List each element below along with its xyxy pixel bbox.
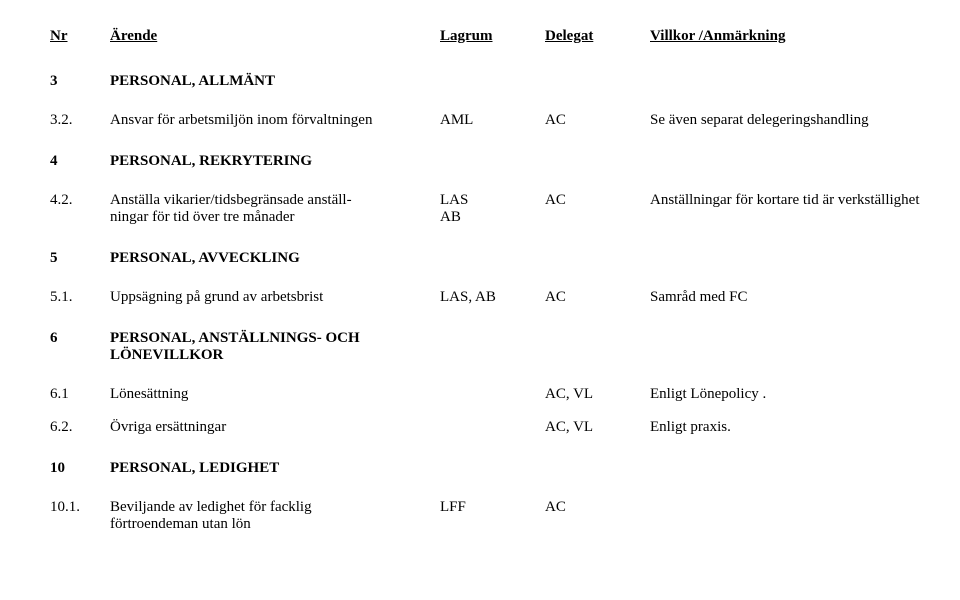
cell-villkor: Enligt praxis. <box>650 419 731 436</box>
cell-nr: 10.1. <box>50 499 110 516</box>
table-row: förtroendeman utan lön <box>50 516 910 533</box>
cell-delegat: AC <box>545 289 650 306</box>
cell-nr: 3.2. <box>50 112 110 129</box>
cell-lagrum <box>440 419 545 436</box>
cell-nr: 4.2. <box>50 192 110 209</box>
cell-nr <box>50 516 110 533</box>
header-arende: Ärende <box>110 28 440 45</box>
table-row: 4.2. Anställa vikarier/tidsbegränsade an… <box>50 192 910 209</box>
cell-arende: Uppsägning på grund av arbetsbrist <box>110 289 440 306</box>
cell-arende: Anställa vikarier/tidsbegränsade anställ… <box>110 192 440 209</box>
header-delegat: Delegat <box>545 28 650 45</box>
cell-lagrum <box>440 386 545 403</box>
cell-nr: 6.2. <box>50 419 110 436</box>
section-nr: 6 <box>50 330 110 364</box>
table-row: 3.2. Ansvar för arbetsmiljön inom förval… <box>50 112 910 129</box>
section-title: PERSONAL, AVVECKLING <box>110 250 440 267</box>
table-row: 10.1. Beviljande av ledighet för facklig… <box>50 499 910 516</box>
section-row: 3 PERSONAL, ALLMÄNT <box>50 73 910 90</box>
cell-delegat: AC <box>545 499 650 516</box>
cell-nr: 6.1 <box>50 386 110 403</box>
cell-delegat: AC, VL <box>545 386 650 403</box>
header-nr: Nr <box>50 28 110 45</box>
cell-nr: 5.1. <box>50 289 110 306</box>
cell-lagrum: AB <box>440 209 545 226</box>
cell-arende: ningar för tid över tre månader <box>110 209 440 226</box>
cell-villkor: Se även separat delegeringshandling <box>650 112 869 129</box>
header-lagrum: Lagrum <box>440 28 545 45</box>
table-row: 6.2. Övriga ersättningar AC, VL Enligt p… <box>50 419 910 436</box>
cell-villkor: Samråd med FC <box>650 289 748 306</box>
cell-delegat <box>545 209 650 226</box>
section-nr: 4 <box>50 153 110 170</box>
cell-lagrum: LAS, AB <box>440 289 545 306</box>
section-nr: 10 <box>50 460 110 477</box>
section-nr: 3 <box>50 73 110 90</box>
cell-delegat: AC <box>545 112 650 129</box>
header-villkor: Villkor /Anmärkning <box>650 28 785 45</box>
section-row: 4 PERSONAL, REKRYTERING <box>50 153 910 170</box>
section-title: PERSONAL, REKRYTERING <box>110 153 440 170</box>
cell-villkor: Enligt Lönepolicy . <box>650 386 766 403</box>
cell-arende: förtroendeman utan lön <box>110 516 440 533</box>
cell-arende: Ansvar för arbetsmiljön inom förvaltning… <box>110 112 440 129</box>
table-row: 5.1. Uppsägning på grund av arbetsbrist … <box>50 289 910 306</box>
section-title: PERSONAL, ANSTÄLLNINGS- OCH LÖNEVILLKOR <box>110 330 440 364</box>
table-row: ningar för tid över tre månader AB <box>50 209 910 226</box>
table-row: 6.1 Lönesättning AC, VL Enligt Lönepolic… <box>50 386 910 403</box>
section-nr: 5 <box>50 250 110 267</box>
table-header: Nr Ärende Lagrum Delegat Villkor /Anmärk… <box>50 28 910 45</box>
cell-nr <box>50 209 110 226</box>
cell-lagrum: LAS <box>440 192 545 209</box>
cell-lagrum: AML <box>440 112 545 129</box>
cell-arende: Övriga ersättningar <box>110 419 440 436</box>
section-row: 5 PERSONAL, AVVECKLING <box>50 250 910 267</box>
cell-villkor: Anställningar för kortare tid är verkstä… <box>650 192 920 209</box>
cell-delegat: AC <box>545 192 650 209</box>
section-row: 10 PERSONAL, LEDIGHET <box>50 460 910 477</box>
section-row: 6 PERSONAL, ANSTÄLLNINGS- OCH LÖNEVILLKO… <box>50 330 910 364</box>
section-title: PERSONAL, LEDIGHET <box>110 460 440 477</box>
cell-arende: Beviljande av ledighet för facklig <box>110 499 440 516</box>
section-title: PERSONAL, ALLMÄNT <box>110 73 440 90</box>
cell-lagrum: LFF <box>440 499 545 516</box>
cell-delegat: AC, VL <box>545 419 650 436</box>
cell-arende: Lönesättning <box>110 386 440 403</box>
